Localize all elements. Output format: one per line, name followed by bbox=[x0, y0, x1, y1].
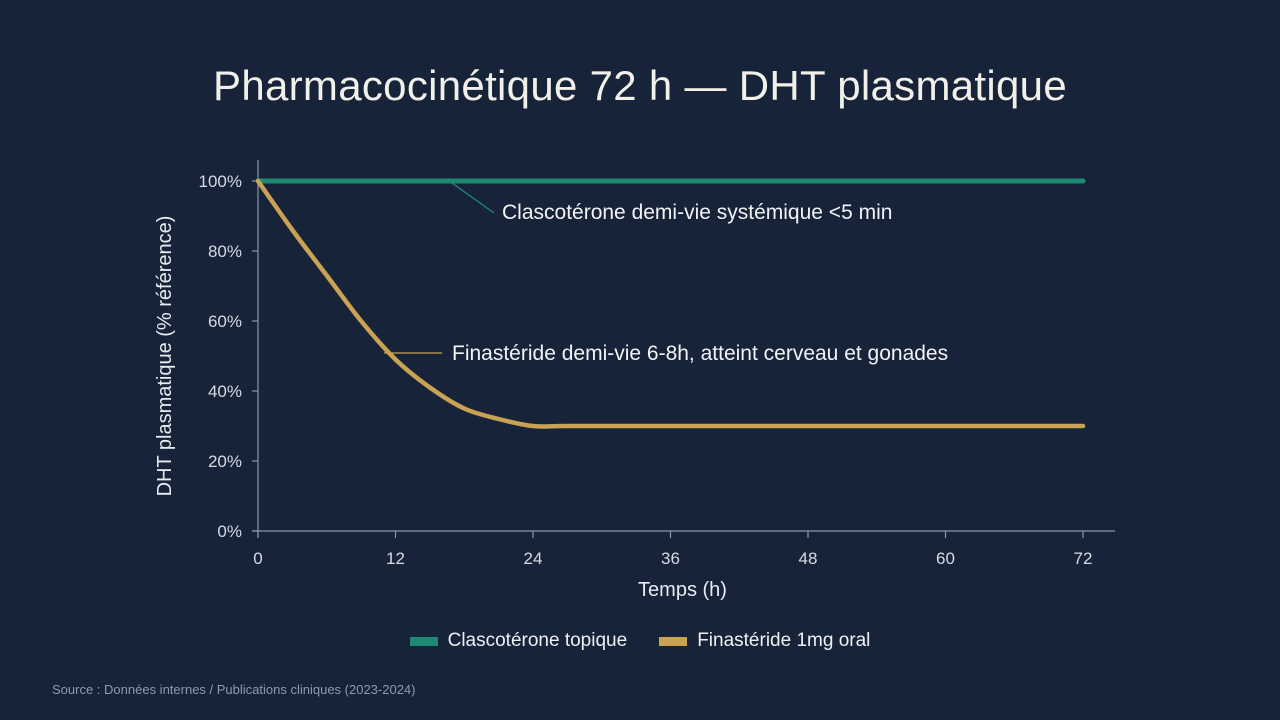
x-tick-label: 72 bbox=[1074, 549, 1093, 568]
y-tick-label: 0% bbox=[217, 522, 242, 541]
finasteride-annotation: Finastéride demi-vie 6-8h, atteint cerve… bbox=[452, 342, 948, 365]
y-tick-label: 20% bbox=[208, 452, 242, 471]
x-tick-label: 48 bbox=[799, 549, 818, 568]
series-lines bbox=[255, 178, 1086, 429]
x-tick-label: 12 bbox=[386, 549, 405, 568]
y-axis-title: DHT plasmatique (% référence) bbox=[154, 216, 176, 497]
source-note: Source : Données internes / Publications… bbox=[52, 682, 416, 697]
legend-item-finasteride[interactable]: Finastéride 1mg oral bbox=[659, 630, 870, 652]
x-axis-title: Temps (h) bbox=[638, 579, 727, 601]
legend-label: Finastéride 1mg oral bbox=[697, 630, 871, 651]
legend-item-clascoterone[interactable]: Clascotérone topique bbox=[409, 630, 628, 652]
x-tick-label: 24 bbox=[524, 549, 543, 568]
chart-title: Pharmacocinétique 72 h — DHT plasmatique bbox=[213, 62, 1067, 109]
finasteride-swatch-icon bbox=[659, 636, 688, 646]
finasteride-line bbox=[255, 178, 1086, 429]
x-tick-label: 36 bbox=[661, 549, 680, 568]
clascoterone-annotation: Clascotérone demi-vie systémique <5 min bbox=[502, 201, 892, 224]
x-tick-label: 60 bbox=[936, 549, 955, 568]
legend-label: Clascotérone topique bbox=[447, 630, 628, 651]
y-tick-label: 100% bbox=[199, 172, 242, 191]
y-tick-label: 80% bbox=[208, 242, 242, 261]
y-tick-label: 60% bbox=[208, 312, 242, 331]
clascoterone-swatch-icon bbox=[409, 636, 438, 646]
clascoterone-leader-line bbox=[451, 182, 495, 214]
axes: 0% 20% 40% 60% 80% 100% 0 12 24 36 48 60 72 Temps (h)… bbox=[154, 160, 1115, 601]
x-tick-label: 0 bbox=[253, 549, 262, 568]
annotations: Clascotérone demi-vie systémique <5 min … bbox=[384, 182, 948, 365]
legend: Clascotérone topique Finastéride 1mg ora… bbox=[0, 630, 1280, 652]
y-tick-label: 40% bbox=[208, 382, 242, 401]
